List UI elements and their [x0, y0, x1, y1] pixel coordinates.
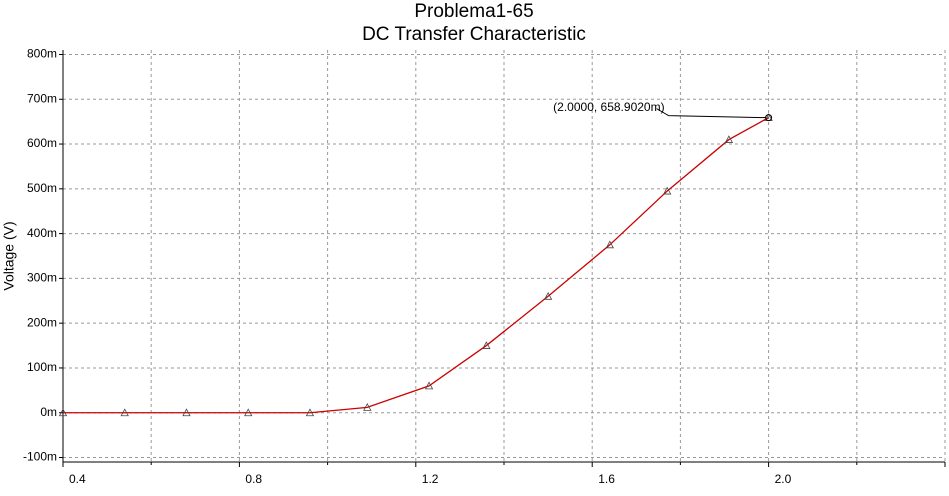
chart-title: Problema1-65 — [414, 1, 533, 22]
x-tick-label: 1.2 — [422, 472, 439, 486]
annotation-leader — [656, 108, 766, 119]
point-marker — [363, 403, 372, 411]
x-tick-label: 2.0 — [775, 472, 792, 486]
y-tick-label: 200m — [27, 315, 57, 329]
y-tick-label: 600m — [27, 136, 57, 150]
point-marker — [58, 408, 68, 417]
point-marker — [120, 408, 129, 417]
point-marker — [724, 135, 734, 143]
y-tick-label: -100m — [23, 450, 57, 464]
point-marker — [543, 291, 553, 300]
annotation-text: (2.0000, 658.9020m) — [553, 100, 664, 114]
series-line — [63, 117, 769, 414]
y-tick-label: 500m — [27, 181, 57, 195]
y-tick-label: 0m — [40, 405, 57, 419]
x-tick-label: 1.6 — [598, 472, 615, 486]
y-tick-label: 800m — [27, 47, 57, 61]
x-tick-label: 0.4 — [69, 472, 86, 486]
point-marker — [424, 381, 434, 390]
chart-subtitle: DC Transfer Characteristic — [362, 24, 586, 45]
point-marker — [182, 408, 191, 417]
point-marker — [244, 408, 253, 417]
y-tick-label: 100m — [27, 360, 57, 374]
point-marker — [305, 408, 315, 417]
y-tick-label: 400m — [27, 226, 57, 240]
point-marker — [605, 240, 615, 249]
y-tick-label: 700m — [27, 91, 57, 105]
x-tick-label: 0.8 — [245, 472, 262, 486]
y-tick-label: 300m — [27, 271, 57, 285]
point-marker — [663, 186, 672, 195]
point-marker — [482, 341, 491, 349]
y-axis-label: Voltage (V) — [1, 221, 17, 290]
